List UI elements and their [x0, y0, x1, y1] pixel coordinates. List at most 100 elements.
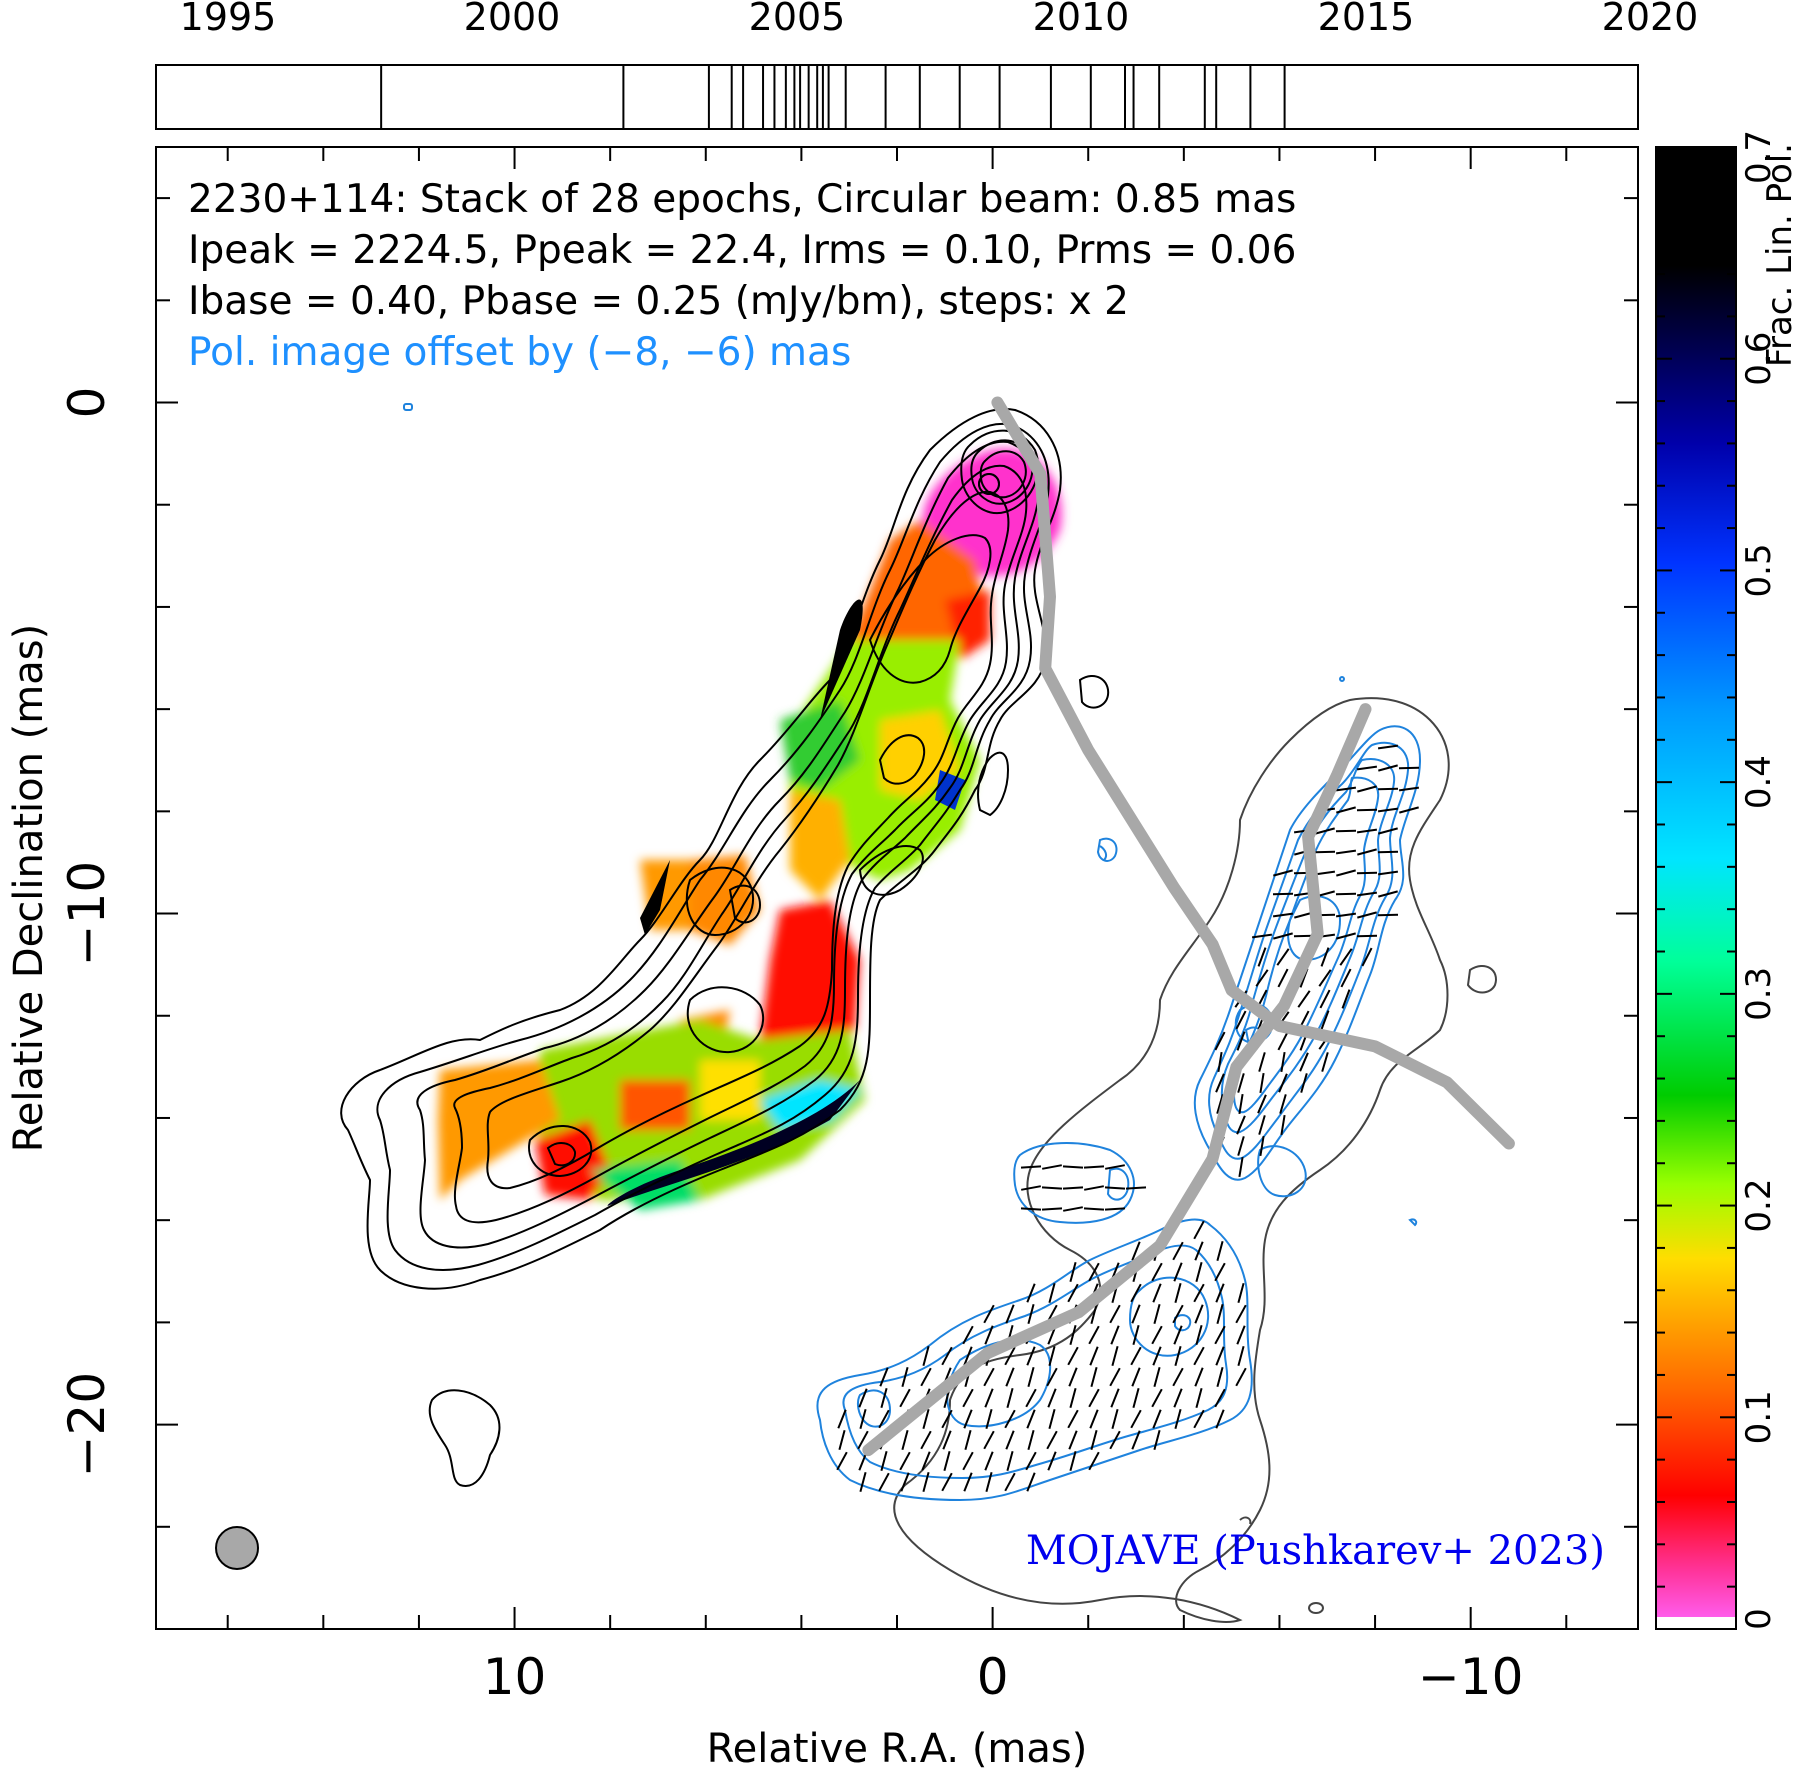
evpa-stick [902, 1430, 907, 1449]
evpa-stick [1215, 1263, 1225, 1281]
evpa-stick [963, 1389, 973, 1407]
colorbar-label: Frac. Lin. Pol. [1760, 143, 1800, 367]
y-tick-label: 0 [58, 387, 116, 419]
evpa-stick [860, 1409, 865, 1428]
evpa-stick [1110, 1368, 1120, 1386]
evpa-stick [984, 1305, 994, 1323]
evpa-stick [1152, 1389, 1162, 1407]
evpa-stick [1027, 1347, 1034, 1366]
evpa-stick [1084, 1208, 1104, 1209]
evpa-stick [1047, 1431, 1057, 1449]
evpa-stick [1131, 1347, 1141, 1365]
evpa-stick [1132, 1305, 1139, 1324]
pol-outer-contour [1468, 966, 1496, 993]
evpa-stick [1378, 809, 1398, 812]
evpa-stick [1027, 1284, 1034, 1303]
evpa-stick [1259, 1115, 1265, 1134]
evpa-stick [879, 1473, 889, 1491]
evpa-stick [1238, 1136, 1244, 1155]
evpa-stick [1238, 1346, 1243, 1365]
evpa-stick [1007, 1451, 1012, 1470]
evpa-stick [1236, 1305, 1246, 1323]
evpa-stick [1063, 1187, 1083, 1188]
evpa-stick [1336, 870, 1355, 875]
colorbar-tick-label: 0.2 [1739, 1179, 1779, 1233]
evpa-stick [1089, 1326, 1099, 1344]
timeline-tick-label: 2020 [1602, 0, 1699, 39]
timeline-tick-label: 1995 [180, 0, 277, 39]
evpa-stick [1357, 767, 1377, 770]
x-tick-label: 10 [483, 1648, 547, 1706]
y-tick-label: −10 [58, 861, 116, 967]
evpa-stick [1026, 1389, 1036, 1407]
evpa-stick [838, 1410, 845, 1429]
colorbar-zero-band [1656, 1617, 1736, 1629]
evpa-stick [1217, 1304, 1222, 1323]
timeline-tick-label: 2015 [1318, 0, 1415, 39]
evpa-stick [942, 1473, 952, 1491]
evpa-stick [860, 1472, 865, 1491]
evpa-stick [1090, 1410, 1097, 1429]
evpa-stick [1239, 1157, 1242, 1177]
evpa-stick [1153, 1410, 1160, 1429]
annotation-line-3: Ibase = 0.40, Pbase = 0.25 (mJy/bm), ste… [188, 279, 1129, 324]
evpa-stick [1091, 1367, 1096, 1386]
evpa-stick [1322, 948, 1329, 967]
evpa-stick [900, 1452, 910, 1470]
evpa-stick [1378, 828, 1397, 833]
evpa-stick [964, 1473, 971, 1492]
evpa-stick [1028, 1430, 1033, 1449]
evpa-stick [1217, 1367, 1222, 1386]
evpa-stick [1175, 1346, 1180, 1365]
evpa-stick [1084, 1166, 1104, 1167]
evpa-stick [1259, 1052, 1265, 1071]
evpa-stick [1357, 830, 1377, 833]
colorbar-tick-label: 0 [1739, 1608, 1779, 1630]
evpa-stick [1089, 1389, 1099, 1407]
evpa-stick [985, 1452, 992, 1471]
pol-offset-note: Pol. image offset by (−8, −6) mas [188, 330, 851, 375]
evpa-stick [1021, 1166, 1041, 1167]
evpa-stick [1069, 1368, 1076, 1387]
evpa-stick [1006, 1368, 1013, 1387]
evpa-stick [1112, 1346, 1117, 1365]
evpa-stick [1357, 912, 1376, 917]
evpa-stick [1279, 1074, 1287, 1092]
evpa-stick [984, 1431, 994, 1449]
evpa-stick [1105, 1187, 1125, 1188]
evpa-stick [1068, 1347, 1078, 1365]
timeline-frame [156, 65, 1638, 129]
evpa-stick [1237, 1326, 1244, 1345]
evpa-stick [1196, 1262, 1201, 1281]
evpa-stick [1196, 1388, 1201, 1407]
map-content [216, 403, 1509, 1622]
evpa-stick [1021, 1186, 1041, 1190]
evpa-stick [1154, 1304, 1159, 1323]
evpa-stick [1175, 1409, 1180, 1428]
evpa-stick [1007, 1388, 1012, 1407]
evpa-stick [1110, 1305, 1120, 1323]
timeline-tick-label: 2005 [749, 0, 846, 39]
evpa-stick [1357, 786, 1376, 791]
evpa-stick [1042, 1208, 1062, 1209]
timeline-panel: 1995 2000 2005 2010 2015 2020 [156, 0, 1698, 129]
evpa-stick [1195, 1305, 1202, 1324]
evpa-stick [1105, 1208, 1125, 1209]
credit-text: MOJAVE (Pushkarev+ 2023) [1026, 1528, 1605, 1574]
intensity-contour [978, 753, 1008, 815]
evpa-stick [1070, 1388, 1075, 1407]
evpa-stick [1173, 1305, 1183, 1323]
evpa-stick [1084, 1186, 1104, 1190]
pol-outer-contour [894, 698, 1448, 1622]
evpa-stick [1028, 1367, 1033, 1386]
evpa-stick [1195, 1368, 1202, 1387]
evpa-stick [1042, 1165, 1062, 1169]
evpa-stick [985, 1389, 992, 1408]
evpa-stick [1173, 1368, 1183, 1386]
evpa-stick [1049, 1409, 1054, 1428]
evpa-stick [1021, 1208, 1041, 1209]
annotation-line-1: 2230+114: Stack of 28 epochs, Circular b… [188, 177, 1296, 222]
evpa-stick [1281, 1052, 1284, 1072]
timeline-tick-label: 2000 [464, 0, 561, 39]
evpa-stick [1153, 1284, 1160, 1303]
